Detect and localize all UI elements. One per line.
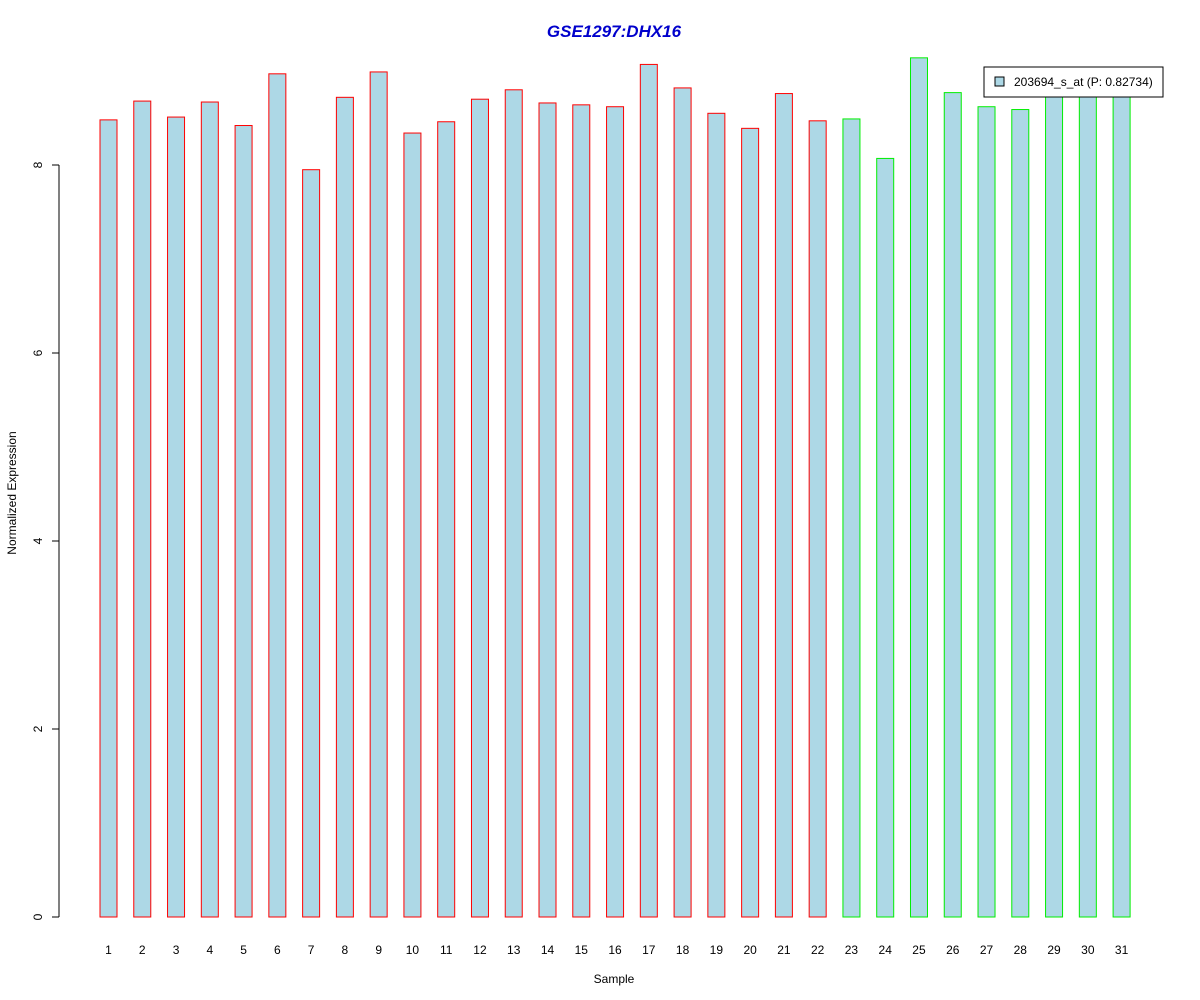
legend-swatch — [994, 76, 1005, 87]
bar-sample-16 — [606, 106, 625, 918]
bar-sample-27 — [977, 106, 996, 918]
x-tick-label: 14 — [541, 943, 555, 957]
chart-title: GSE1297:DHX16 — [547, 22, 682, 41]
bar-sample-19 — [707, 112, 726, 918]
bar-sample-29 — [1045, 94, 1064, 918]
y-axis-label: Normalized Expression — [5, 431, 19, 554]
bar-sample-26 — [943, 92, 962, 918]
x-tick-label: 27 — [980, 943, 994, 957]
bar-sample-6 — [268, 73, 287, 918]
x-tick-label: 26 — [946, 943, 960, 957]
x-tick-label: 25 — [912, 943, 926, 957]
x-tick-label: 21 — [777, 943, 791, 957]
x-tick-label: 22 — [811, 943, 825, 957]
legend: 203694_s_at (P: 0.82734) — [983, 66, 1164, 98]
x-tick-label: 29 — [1047, 943, 1061, 957]
x-tick-label: 10 — [406, 943, 420, 957]
bar-sample-18 — [673, 87, 692, 918]
x-tick-label: 24 — [879, 943, 893, 957]
x-tick-label: 2 — [139, 943, 146, 957]
x-tick-label: 19 — [710, 943, 724, 957]
x-tick-label: 11 — [440, 943, 453, 957]
bar-sample-7 — [302, 169, 321, 918]
bar-sample-11 — [437, 121, 456, 918]
x-tick-label: 5 — [240, 943, 247, 957]
bar-sample-24 — [876, 157, 895, 918]
x-tick-label: 8 — [342, 943, 349, 957]
x-tick-label: 16 — [608, 943, 622, 957]
x-tick-label: 28 — [1014, 943, 1028, 957]
legend-label: 203694_s_at (P: 0.82734) — [1014, 75, 1153, 89]
x-tick-label: 3 — [173, 943, 180, 957]
bars-group — [99, 57, 1131, 918]
x-tick-label: 9 — [375, 943, 382, 957]
legend-box — [983, 66, 1164, 98]
bar-sample-12 — [470, 98, 489, 918]
y-tick-label: 6 — [31, 349, 45, 356]
bar-sample-13 — [504, 89, 523, 918]
bar-sample-9 — [369, 71, 388, 918]
y-tick-label: 4 — [31, 537, 45, 544]
x-tick-label: 12 — [473, 943, 487, 957]
bar-sample-17 — [639, 63, 658, 918]
bar-sample-10 — [403, 132, 422, 918]
bar-sample-1 — [99, 119, 118, 918]
y-tick-label: 0 — [31, 913, 45, 920]
bar-sample-31 — [1112, 94, 1131, 918]
x-tick-label: 31 — [1115, 943, 1129, 957]
x-tick-label: 4 — [206, 943, 213, 957]
bar-sample-28 — [1011, 109, 1030, 918]
bar-sample-22 — [808, 120, 827, 918]
x-tick-label: 18 — [676, 943, 690, 957]
y-tick-label: 8 — [31, 161, 45, 168]
y-axis: 0 2 4 6 8 — [31, 161, 60, 920]
y-tick-label: 2 — [31, 725, 45, 732]
bar-sample-14 — [538, 102, 557, 918]
x-tick-label: 23 — [845, 943, 859, 957]
bar-sample-20 — [741, 127, 760, 918]
x-tick-label: 6 — [274, 943, 281, 957]
x-tick-label: 20 — [743, 943, 757, 957]
x-tick-label: 17 — [642, 943, 656, 957]
x-tick-label: 30 — [1081, 943, 1095, 957]
x-axis-tick-labels: 1 2 3 4 5 6 7 8 9 10 11 12 13 14 15 16 17 18 19 20 21 22 23 24 2… — [105, 943, 1128, 957]
bar-sample-23 — [842, 118, 861, 918]
x-tick-label: 1 — [105, 943, 112, 957]
bar-sample-25 — [909, 57, 928, 918]
bar-sample-3 — [167, 116, 186, 918]
bar-sample-21 — [774, 93, 793, 918]
x-tick-label: 15 — [575, 943, 589, 957]
x-axis-label: Sample — [594, 972, 635, 986]
x-tick-label: 13 — [507, 943, 521, 957]
bar-sample-5 — [234, 125, 253, 918]
bar-sample-30 — [1078, 94, 1097, 918]
bar-sample-15 — [572, 104, 591, 918]
bar-sample-8 — [335, 96, 354, 918]
bar-sample-4 — [200, 101, 219, 918]
x-tick-label: 7 — [308, 943, 315, 957]
bar-sample-2 — [133, 100, 152, 918]
